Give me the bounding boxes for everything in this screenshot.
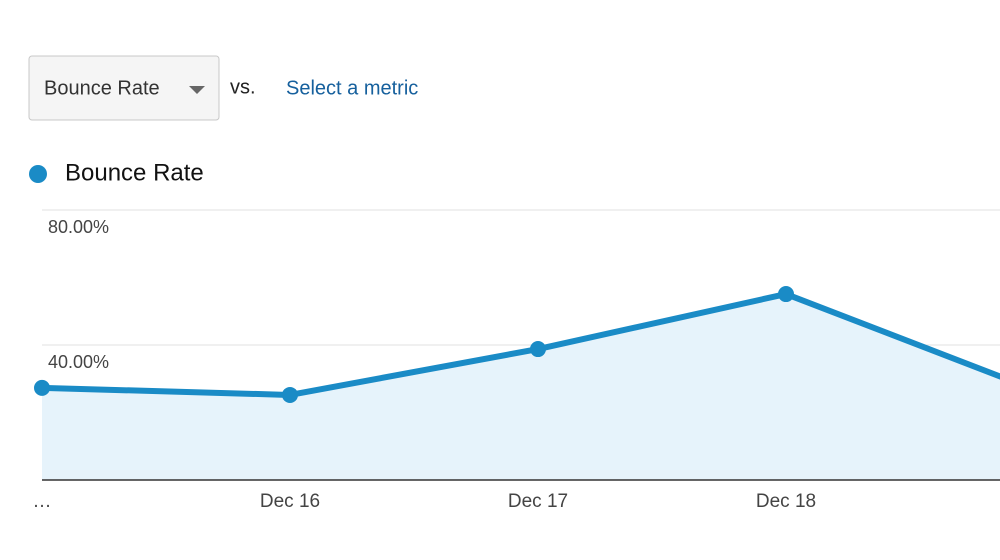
x-tick-label: … bbox=[33, 491, 52, 512]
x-tick-label: Dec 16 bbox=[260, 491, 320, 512]
dropdown-label[interactable]: Bounce Rate bbox=[44, 77, 160, 99]
select-metric-link[interactable]: Select a metric bbox=[286, 77, 418, 99]
metric-dropdown[interactable]: Bounce Rate bbox=[28, 55, 220, 121]
area-fill bbox=[42, 294, 1000, 480]
y-tick-label: 40.00% bbox=[48, 352, 109, 372]
legend-label: Bounce Rate bbox=[65, 159, 204, 186]
y-tick-label: 80.00% bbox=[48, 217, 109, 237]
dropdown-box[interactable] bbox=[28, 55, 220, 121]
point bbox=[778, 286, 794, 303]
x-tick-label: Dec 17 bbox=[508, 491, 568, 512]
dropdown-arrow[interactable] bbox=[189, 86, 205, 94]
plot-area bbox=[34, 286, 1000, 480]
plot: 40.00% 80.00% … Dec 16 Dec 17 Dec 18 bbox=[33, 209, 1000, 512]
point bbox=[34, 379, 50, 396]
vs-label: vs. bbox=[230, 76, 256, 98]
point bbox=[530, 341, 546, 358]
point bbox=[282, 386, 298, 403]
x-tick-label: Dec 18 bbox=[756, 491, 816, 512]
legend-dot bbox=[29, 165, 47, 183]
